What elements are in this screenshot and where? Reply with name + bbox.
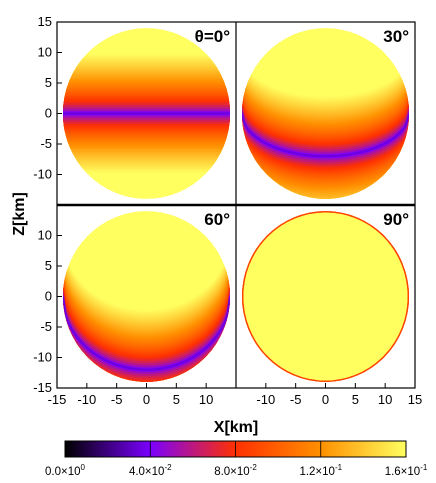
y-tick-label: 5 xyxy=(45,75,52,90)
y-tick-label: -5 xyxy=(40,319,52,334)
panel-label: 30° xyxy=(383,27,409,46)
colorbar-ticks: 0.0×100 4.0×10-2 8.0×10-2 1.2×10-1 1.6×10-1 xyxy=(45,441,428,478)
x-tick-label: 15 xyxy=(408,392,422,407)
tick-marks: -15 -10 -5 0 5 10 -10 -5 0 5 10 15 15 10 5 0 -5 -10 10 5 0 -5… xyxy=(33,14,422,407)
panel-30: 30° xyxy=(241,27,409,199)
x-tick-label: -5 xyxy=(290,392,302,407)
x-tick-label: -5 xyxy=(111,392,123,407)
y-tick-label: -10 xyxy=(33,167,52,182)
panel-label: 90° xyxy=(383,210,409,229)
x-tick-label: 0 xyxy=(322,392,329,407)
panel-0: θ=0° xyxy=(62,27,231,199)
colorbar: 0.0×100 4.0×10-2 8.0×10-2 1.2×10-1 1.6×10-1 xyxy=(45,440,428,478)
x-tick-label: -10 xyxy=(77,392,96,407)
x-tick-label: 10 xyxy=(378,392,392,407)
x-tick-label: 0 xyxy=(143,392,150,407)
y-tick-label: -15 xyxy=(33,380,52,395)
x-tick-label: 5 xyxy=(173,392,180,407)
y-axis-label: Z[km] xyxy=(11,192,28,236)
panel-label: θ=0° xyxy=(195,27,231,46)
y-tick-label: 0 xyxy=(45,289,52,304)
y-tick-label: 0 xyxy=(45,106,52,121)
y-tick-label: 10 xyxy=(38,228,52,243)
panel-90: 90° xyxy=(241,210,409,382)
x-tick-label: 10 xyxy=(199,392,213,407)
x-tick-label: -15 xyxy=(48,392,67,407)
y-tick-label: 5 xyxy=(45,258,52,273)
plot-frame xyxy=(56,21,416,389)
x-tick-label: 5 xyxy=(352,392,359,407)
colorbar-tick-label: 8.0×10-2 xyxy=(214,463,257,478)
panel-label: 60° xyxy=(204,210,230,229)
x-axis-label: X[km] xyxy=(214,419,258,436)
colorbar-tick-label: 0.0×100 xyxy=(45,463,86,478)
x-tick-label: -10 xyxy=(256,392,275,407)
y-tick-label: -10 xyxy=(33,350,52,365)
y-tick-label: 10 xyxy=(38,45,52,60)
y-tick-label: 15 xyxy=(38,14,52,29)
colorbar-tick-label: 1.6×10-1 xyxy=(385,463,428,478)
colorbar-tick-label: 1.2×10-1 xyxy=(299,463,342,478)
y-tick-label: -5 xyxy=(40,136,52,151)
colorbar-tick-label: 4.0×10-2 xyxy=(129,463,172,478)
